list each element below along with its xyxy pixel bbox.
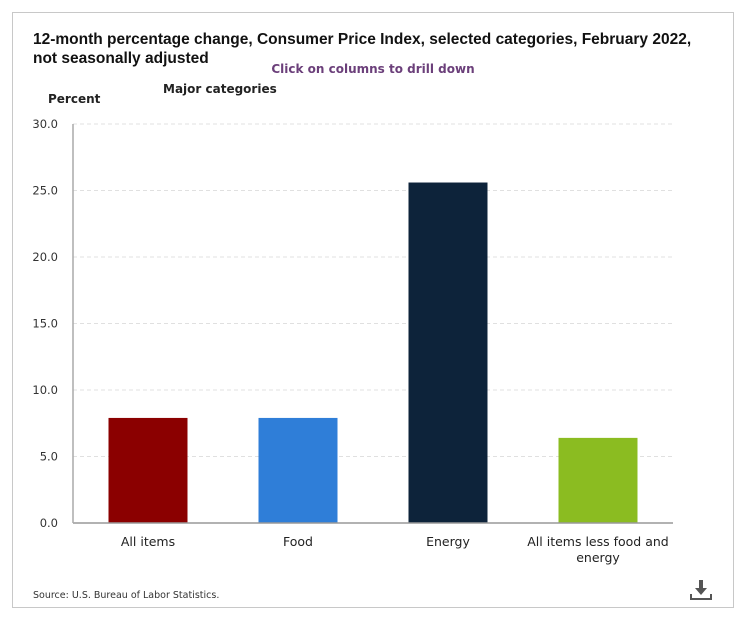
bar-food[interactable] <box>258 417 338 523</box>
x-tick-labels: All items Food Energy All items less food a… <box>121 534 669 565</box>
y-tick-labels: 0.0 5.0 10.0 15.0 20.0 25.0 30.0 <box>32 117 58 530</box>
y-tick-label: 30.0 <box>32 117 58 131</box>
x-tick-label: All items less food and <box>527 534 668 549</box>
x-tick-label: Energy <box>426 534 470 549</box>
y-tick-label: 25.0 <box>32 184 58 198</box>
y-tick-label: 0.0 <box>40 516 58 530</box>
y-tick-label: 10.0 <box>32 383 58 397</box>
x-tick-label: Food <box>283 534 313 549</box>
y-tick-label: 15.0 <box>32 317 58 331</box>
download-icon <box>690 580 712 600</box>
x-tick-label: All items <box>121 534 175 549</box>
download-button[interactable] <box>689 578 713 602</box>
y-tick-label: 5.0 <box>40 450 58 464</box>
y-axis-label: Percent <box>48 92 101 106</box>
bar-energy[interactable] <box>408 182 488 523</box>
x-tick-label: energy <box>576 550 620 565</box>
bars <box>108 182 638 523</box>
series-label: Major categories <box>163 82 277 96</box>
drill-down-hint[interactable]: Click on columns to drill down <box>271 62 475 76</box>
bar-all-items-less-food-and-energy[interactable] <box>558 437 638 523</box>
y-tick-label: 20.0 <box>32 250 58 264</box>
source-note: Source: U.S. Bureau of Labor Statistics. <box>33 590 220 601</box>
gridlines <box>73 123 673 457</box>
bar-all-items[interactable] <box>108 417 188 523</box>
chart-title: 12-month percentage change, Consumer Pri… <box>33 31 692 67</box>
chart-subtitle[interactable]: Click on columns to drill down <box>0 62 746 76</box>
